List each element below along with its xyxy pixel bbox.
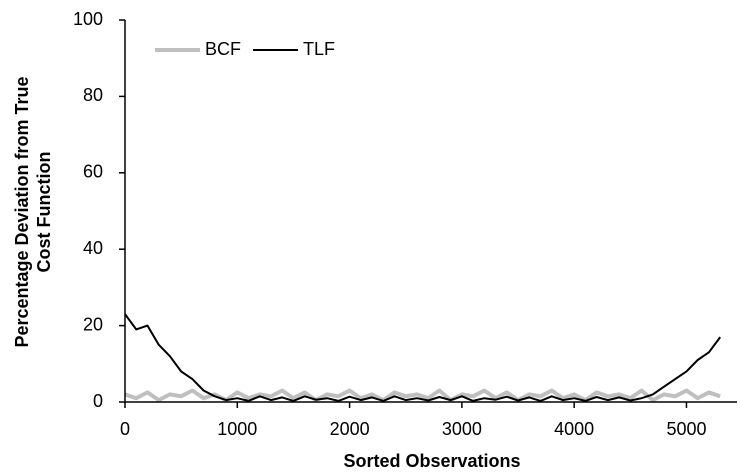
- x-tick-label: 4000: [554, 419, 594, 439]
- y-axis-title: Percentage Deviation from True: [12, 76, 32, 347]
- x-tick-label: 2000: [330, 419, 370, 439]
- x-tick-label: 1000: [217, 419, 257, 439]
- y-tick-label: 20: [83, 314, 103, 334]
- x-tick-label: 3000: [442, 419, 482, 439]
- y-axis-title: Cost Function: [34, 152, 54, 273]
- x-tick-label: 5000: [666, 419, 706, 439]
- x-tick-label: 0: [120, 419, 130, 439]
- y-tick-label: 0: [93, 391, 103, 411]
- line-series: [124, 313, 722, 402]
- y-tick-label: 80: [83, 85, 103, 105]
- x-axis-title: Sorted Observations: [343, 451, 520, 471]
- legend-label: TLF: [303, 39, 335, 59]
- y-tick-label: 40: [83, 238, 103, 258]
- legend-label: BCF: [205, 39, 241, 59]
- y-tick-label: 100: [73, 9, 103, 29]
- y-tick-label: 60: [83, 162, 103, 182]
